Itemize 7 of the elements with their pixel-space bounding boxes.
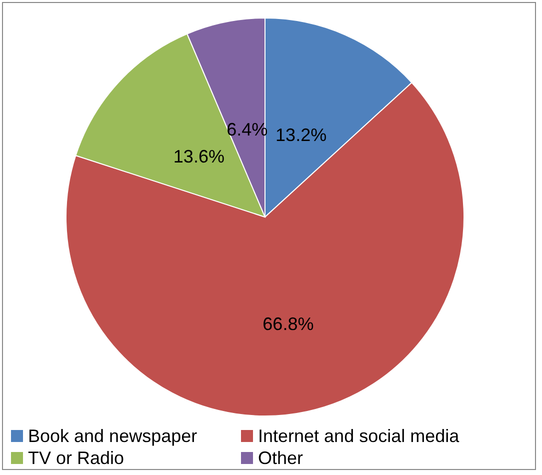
legend-label: Other	[258, 447, 304, 469]
data-label: 13.6%	[173, 146, 224, 167]
data-label: 13.2%	[276, 125, 327, 146]
legend-label: Book and newspaper	[28, 425, 198, 447]
legend-label: TV or Radio	[28, 447, 124, 469]
data-label: 66.8%	[262, 314, 314, 334]
legend-label: Internet and social media	[258, 425, 460, 447]
